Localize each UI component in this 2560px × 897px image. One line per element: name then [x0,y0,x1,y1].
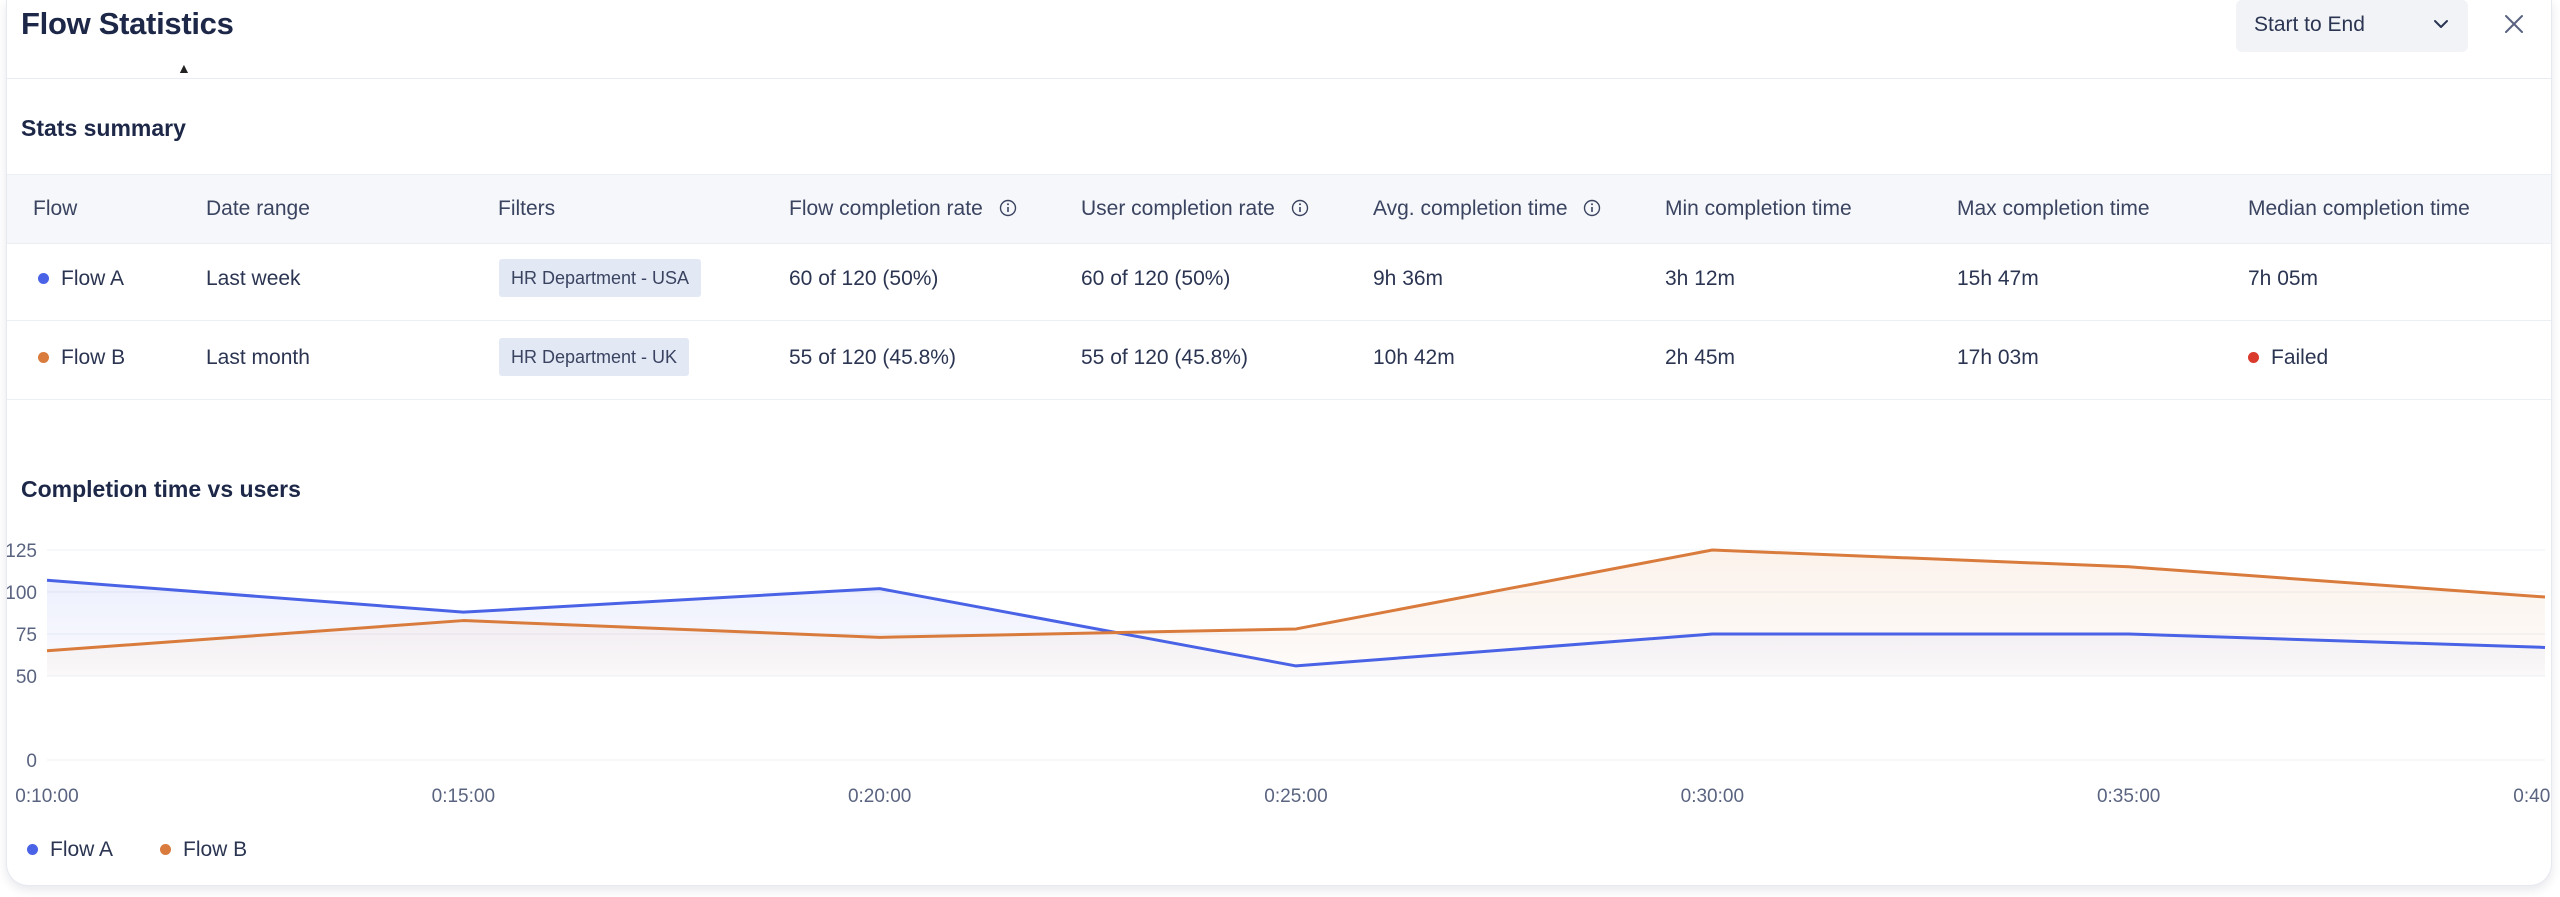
x-tick-label: 0:30:00 [1681,786,1744,807]
flow-rate-cell: 55 of 120 (45.8%) [789,346,956,369]
column-header-date-range: Date range [206,197,310,220]
column-header-avg-completion-time: Avg. completion time [1373,197,1601,221]
failed-status-text: Failed [2271,346,2329,369]
avg-time-cell: 9h 36m [1373,267,1444,290]
series-area [47,550,2545,676]
column-header-min-completion-time: Min completion time [1665,197,1852,220]
mouse-pointer-icon: ▲ [177,60,191,76]
info-icon[interactable] [1291,199,1309,217]
x-tick-label: 0:40:00 [2513,786,2551,807]
y-tick-label: 50 [16,667,37,688]
flow-cell: Flow A [38,267,124,291]
panel-header: Flow Statistics ▲ Start to End [7,0,2551,79]
max-time-cell: 15h 47m [1957,267,2039,290]
x-tick-label: 0:20:00 [848,786,911,807]
range-dropdown[interactable]: Start to End [2236,0,2468,52]
column-header-user-completion-rate: User completion rate [1081,197,1309,221]
range-dropdown-value: Start to End [2254,13,2365,36]
legend-item[interactable]: Flow A [27,838,113,862]
avg-time-cell: 10h 42m [1373,346,1455,369]
legend-dot [27,844,38,855]
series-line [46,578,2546,668]
legend-label: Flow A [50,838,114,861]
column-header-filters: Filters [498,197,556,220]
flow-b-dot [38,352,49,363]
table-row[interactable]: Flow B Last month HR Department - UK 55 … [7,321,2551,400]
info-icon[interactable] [999,199,1017,217]
column-header-median-completion-time: Median completion time [2248,197,2470,220]
y-tick-label: 0 [26,751,37,772]
median-time-cell: Failed [2248,346,2328,370]
x-tick-label: 0:25:00 [1264,786,1327,807]
info-icon[interactable] [1583,199,1601,217]
column-header-flow-completion-rate: Flow completion rate [789,197,1017,221]
failed-status-dot [2248,352,2259,363]
chart-section-title: Completion time vs users [21,476,301,502]
series-line [46,548,2546,653]
close-icon[interactable] [2499,9,2529,39]
flow-a-dot [38,273,49,284]
user-rate-cell: 55 of 120 (45.8%) [1081,346,1248,369]
median-time-cell: 7h 05m [2248,267,2319,290]
date-range-cell: Last week [206,267,301,290]
date-range-cell: Last month [206,346,310,369]
completion-time-chart: 0 50 75 100 125 0:10:00 0:15:00 0:20:00 0:25:00 0… [7,541,2551,807]
legend-item[interactable]: Flow B [160,838,247,862]
table-header-row: Flow Date range Filters Flow completion … [7,174,2551,244]
x-tick-label: 0:35:00 [2097,786,2160,807]
table-row[interactable]: Flow A Last week HR Department - USA 60 … [7,242,2551,321]
flow-statistics-panel: Flow Statistics ▲ Start to End Stats sum… [6,0,2552,886]
max-time-cell: 17h 03m [1957,346,2039,369]
filter-tag: HR Department - USA [499,259,702,297]
chevron-down-icon [2434,20,2448,28]
y-tick-label: 125 [7,541,37,562]
min-time-cell: 2h 45m [1665,346,1736,369]
page-title: Flow Statistics [21,6,234,41]
x-tick-label: 0:10:00 [15,786,78,807]
x-tick-label: 0:15:00 [432,786,495,807]
user-rate-cell: 60 of 120 (50%) [1081,267,1231,290]
legend-dot [160,844,171,855]
flow-rate-cell: 60 of 120 (50%) [789,267,939,290]
column-header-max-completion-time: Max completion time [1957,197,2150,220]
filter-tag: HR Department - UK [499,338,690,376]
y-tick-label: 100 [7,583,37,604]
stats-summary-title: Stats summary [21,115,186,141]
y-tick-label: 75 [16,625,37,646]
legend-label: Flow B [183,838,248,861]
min-time-cell: 3h 12m [1665,267,1736,290]
column-header-flow: Flow [33,197,78,220]
flow-cell: Flow B [38,346,125,370]
